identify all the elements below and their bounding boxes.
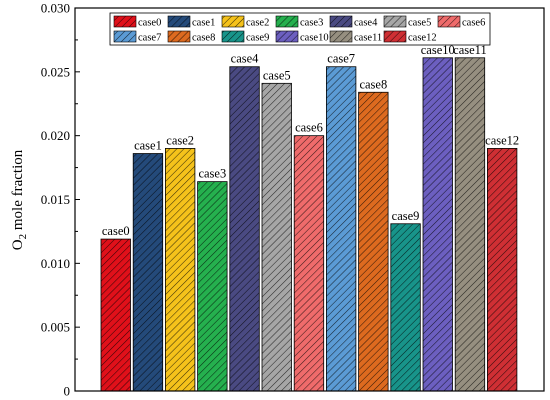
bar-label-case9: case9	[392, 209, 420, 223]
y-tick-label: 0	[64, 384, 71, 399]
legend-label-case3: case3	[300, 18, 323, 29]
bar-case11	[454, 57, 486, 392]
bar-case10	[422, 57, 453, 392]
legend-label-case9: case9	[246, 33, 269, 44]
legend-swatch-case7	[113, 30, 137, 43]
y-axis-label-rest: mole fraction	[10, 149, 26, 234]
bar-case1	[132, 153, 164, 392]
bars-group	[100, 57, 518, 392]
legend-swatch-case5	[383, 15, 407, 28]
y-tick-label: 0.025	[41, 64, 70, 79]
legend-swatch-case8	[167, 30, 191, 43]
bar-label-case3: case3	[198, 167, 226, 181]
legend-label-case1: case1	[192, 18, 215, 29]
y-tick-label: 0.030	[41, 1, 70, 16]
y-tick-label: 0.010	[41, 256, 70, 271]
bar-case8	[358, 91, 389, 392]
legend-label-case8: case8	[192, 33, 215, 44]
bar-case12	[486, 148, 518, 392]
y-tick-label: 0.005	[41, 320, 70, 335]
bar-case3	[197, 181, 228, 392]
bar-label-case7: case7	[327, 52, 355, 66]
bar-label-case8: case8	[359, 77, 387, 91]
legend-label-case4: case4	[354, 18, 378, 29]
legend-swatch-case1	[167, 15, 191, 28]
legend-swatch-case2	[221, 15, 245, 28]
bar-label-case10: case10	[421, 43, 455, 57]
bar-case4	[229, 66, 260, 392]
legend-swatch-case9	[221, 30, 245, 43]
bar-label-case0: case0	[102, 224, 130, 238]
legend-label-case12: case12	[408, 33, 437, 44]
bar-case5	[261, 82, 292, 392]
bar-label-case2: case2	[166, 133, 194, 147]
bar-case6	[293, 135, 325, 392]
legend-swatch-case11	[329, 30, 353, 43]
legend-label-case6: case6	[462, 18, 485, 29]
y-axis-label-main: O	[10, 239, 26, 250]
bar-label-case6: case6	[295, 121, 323, 135]
y-tick-label: 0.015	[41, 192, 70, 207]
legend-swatch-case0	[113, 15, 137, 28]
legend-label-case11: case11	[354, 33, 382, 44]
legend-swatch-case12	[383, 30, 407, 43]
y-axis: 0 0.005 0.010 0.015 0.020 0.025 0.030	[41, 1, 80, 399]
bar-label-case12: case12	[485, 133, 519, 147]
bar-label-case1: case1	[134, 139, 162, 153]
y-axis-label-sub: 2	[17, 234, 29, 240]
legend-swatch-case3	[275, 15, 299, 28]
bar-case2	[164, 148, 196, 392]
legend: case0 case1 case2 case3 case4 case5 case6 case7…	[109, 12, 491, 46]
legend-swatch-case4	[329, 15, 353, 28]
legend-swatch-case6	[437, 15, 461, 28]
legend-label-case10: case10	[300, 33, 329, 44]
bar-case9	[390, 223, 421, 392]
legend-swatch-case10	[275, 30, 299, 43]
y-tick-label: 0.020	[41, 128, 70, 143]
legend-label-case5: case5	[408, 18, 431, 29]
y-axis-label: O2 mole fraction	[10, 149, 29, 250]
bar-label-case11: case11	[453, 43, 487, 57]
legend-label-case7: case7	[138, 33, 161, 44]
legend-label-case2: case2	[246, 18, 269, 29]
bar-label-case5: case5	[263, 68, 291, 82]
bar-case7	[325, 66, 357, 392]
legend-label-case0: case0	[138, 18, 161, 29]
bar-case0	[100, 238, 131, 392]
bar-label-case4: case4	[231, 52, 260, 66]
